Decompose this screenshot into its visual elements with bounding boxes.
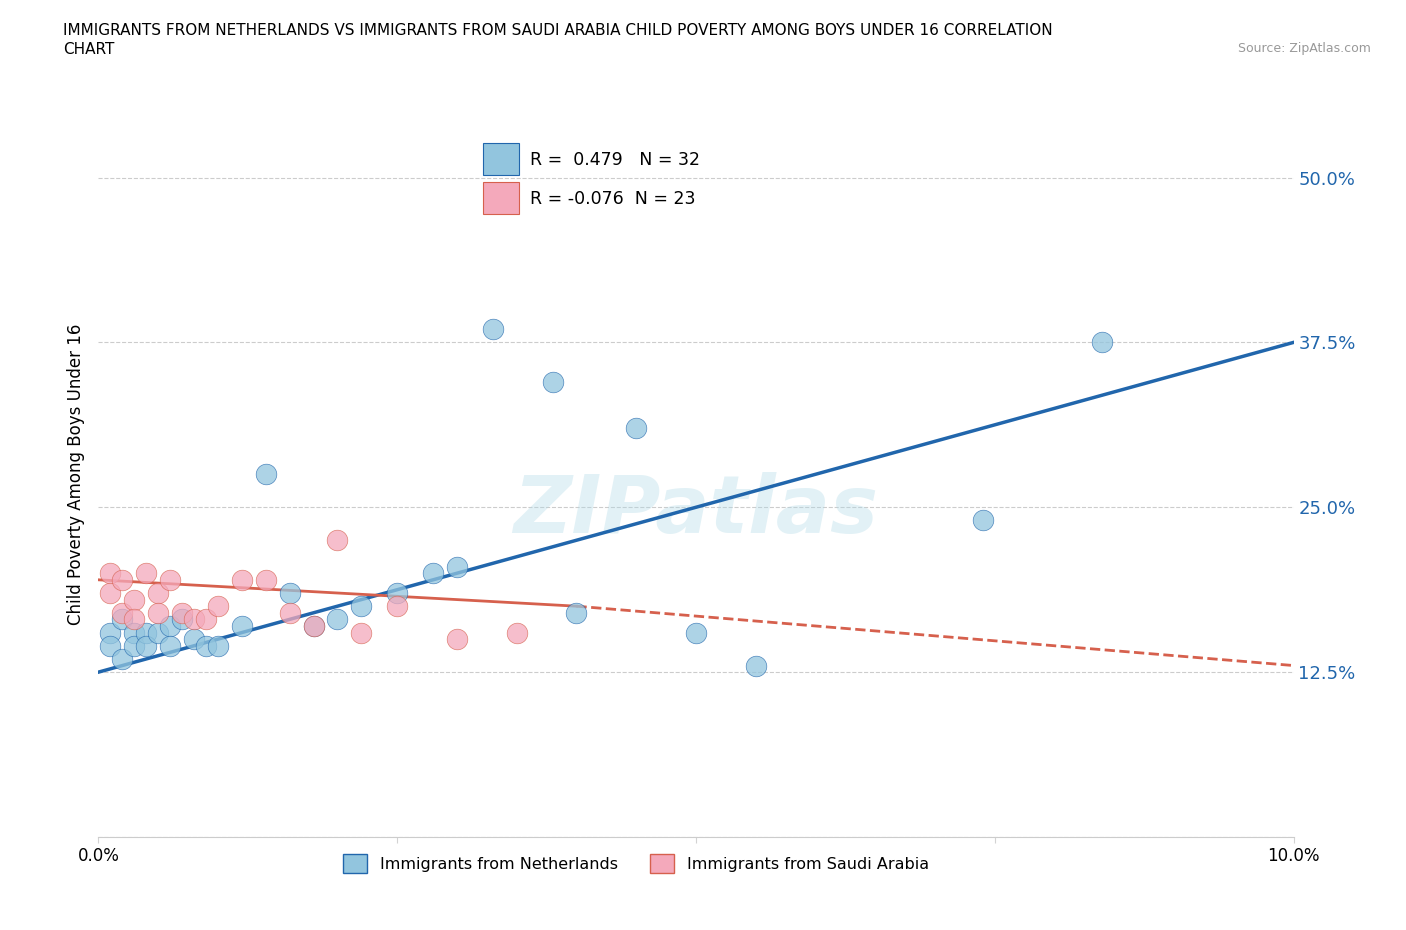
Point bbox=[278, 605, 301, 620]
Point bbox=[422, 565, 444, 580]
Point bbox=[135, 638, 157, 653]
Point bbox=[482, 322, 505, 337]
Point bbox=[302, 618, 325, 633]
Point bbox=[148, 625, 170, 640]
Point bbox=[183, 631, 205, 646]
Point bbox=[446, 631, 468, 646]
Point bbox=[159, 638, 181, 653]
Point bbox=[159, 572, 181, 587]
Point bbox=[172, 605, 194, 620]
Point bbox=[254, 572, 277, 587]
Text: Source: ZipAtlas.com: Source: ZipAtlas.com bbox=[1237, 42, 1371, 55]
Point bbox=[124, 612, 146, 627]
Point bbox=[231, 618, 253, 633]
Point bbox=[98, 638, 122, 653]
Point bbox=[626, 420, 648, 435]
Point bbox=[124, 592, 146, 607]
Point bbox=[111, 572, 134, 587]
Point bbox=[231, 572, 253, 587]
Point bbox=[207, 638, 229, 653]
Point bbox=[98, 625, 122, 640]
Point bbox=[446, 559, 468, 574]
Point bbox=[326, 533, 349, 548]
Point bbox=[172, 612, 194, 627]
Point bbox=[302, 618, 325, 633]
Point bbox=[207, 599, 229, 614]
Text: IMMIGRANTS FROM NETHERLANDS VS IMMIGRANTS FROM SAUDI ARABIA CHILD POVERTY AMONG : IMMIGRANTS FROM NETHERLANDS VS IMMIGRANT… bbox=[63, 23, 1053, 38]
Point bbox=[254, 467, 277, 482]
Point bbox=[135, 565, 157, 580]
Point bbox=[159, 618, 181, 633]
Point bbox=[195, 612, 218, 627]
Point bbox=[98, 586, 122, 601]
Point bbox=[124, 638, 146, 653]
Point bbox=[972, 513, 994, 528]
Point bbox=[195, 638, 218, 653]
Y-axis label: Child Poverty Among Boys Under 16: Child Poverty Among Boys Under 16 bbox=[66, 324, 84, 625]
Point bbox=[326, 612, 349, 627]
Text: ZIPatlas: ZIPatlas bbox=[513, 472, 879, 550]
Point bbox=[98, 565, 122, 580]
Point bbox=[350, 625, 373, 640]
Text: CHART: CHART bbox=[63, 42, 115, 57]
Point bbox=[506, 625, 529, 640]
Point bbox=[565, 605, 588, 620]
Point bbox=[385, 586, 409, 601]
Point bbox=[385, 599, 409, 614]
Point bbox=[111, 612, 134, 627]
Point bbox=[148, 605, 170, 620]
Point bbox=[148, 586, 170, 601]
Point bbox=[685, 625, 707, 640]
Point bbox=[183, 612, 205, 627]
Point bbox=[541, 375, 564, 390]
Point bbox=[135, 625, 157, 640]
Legend: Immigrants from Netherlands, Immigrants from Saudi Arabia: Immigrants from Netherlands, Immigrants … bbox=[337, 847, 935, 880]
Point bbox=[111, 652, 134, 667]
Point bbox=[350, 599, 373, 614]
Point bbox=[124, 625, 146, 640]
Point bbox=[111, 605, 134, 620]
Point bbox=[745, 658, 768, 673]
Point bbox=[1091, 335, 1114, 350]
Point bbox=[278, 586, 301, 601]
